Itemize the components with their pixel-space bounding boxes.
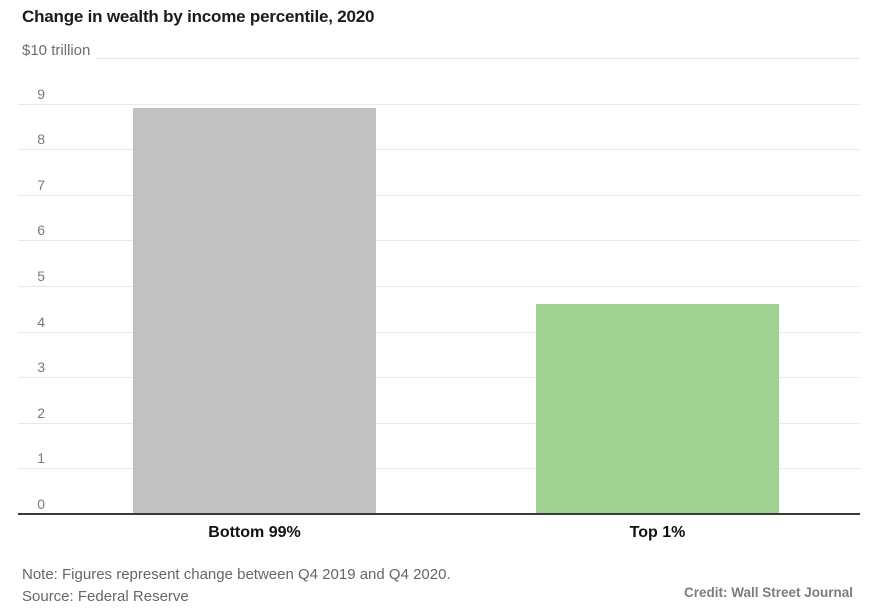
gridline xyxy=(18,331,860,333)
gridline xyxy=(18,468,860,470)
category-label: Bottom 99% xyxy=(208,524,301,541)
y-tick-label: 6 xyxy=(37,222,45,239)
gridline xyxy=(18,377,860,379)
y-tick-label: 9 xyxy=(37,85,45,102)
category-label: Top 1% xyxy=(629,524,686,541)
y-tick-label: 7 xyxy=(37,176,45,193)
x-axis-baseline xyxy=(18,513,860,515)
gridline xyxy=(18,194,860,196)
chart-source: Source: Federal Reserve xyxy=(22,588,189,605)
gridline-top xyxy=(95,58,860,59)
y-tick-label: 0 xyxy=(37,496,45,512)
gridline xyxy=(18,422,860,424)
chart-credit: Credit: Wall Street Journal xyxy=(683,585,853,600)
gridline xyxy=(18,103,860,105)
bar-top-1- xyxy=(536,304,779,514)
gridline xyxy=(18,286,860,287)
chart-title: Change in wealth by income percentile, 2… xyxy=(22,7,375,26)
bar-bottom-99- xyxy=(133,108,376,514)
y-tick-label: 3 xyxy=(37,359,45,376)
y-tick-label: 2 xyxy=(37,404,45,421)
y-axis-unit-label: $10 trillion xyxy=(22,42,91,59)
chart-note: Note: Figures represent change between Q… xyxy=(22,566,451,583)
y-tick-label: 4 xyxy=(37,313,45,330)
y-tick-label: 5 xyxy=(37,268,45,284)
y-tick-label: 8 xyxy=(37,131,45,148)
gridline xyxy=(18,149,860,151)
y-tick-label: 1 xyxy=(37,450,45,467)
gridline xyxy=(18,240,860,242)
